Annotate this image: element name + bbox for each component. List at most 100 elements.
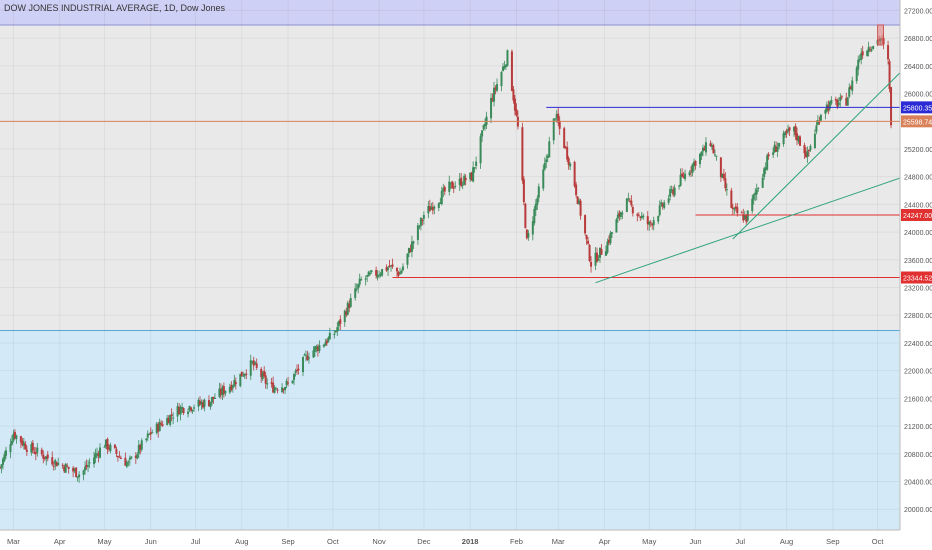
x-tick-label: Sep xyxy=(281,537,294,546)
candle-up xyxy=(766,155,769,170)
candle-down xyxy=(272,382,275,393)
candle-up xyxy=(472,167,475,182)
candle-up xyxy=(806,151,809,157)
x-tick-label: Feb xyxy=(510,537,523,546)
candle-up xyxy=(357,284,360,289)
candle-down xyxy=(840,96,843,98)
candle-up xyxy=(819,114,822,121)
candle-up xyxy=(93,457,96,465)
candle-up xyxy=(233,380,236,387)
candle-down xyxy=(849,86,852,90)
candle-down xyxy=(51,457,54,465)
x-tick-label: Nov xyxy=(372,537,386,546)
candle-up xyxy=(103,446,106,448)
candle-up xyxy=(461,184,464,186)
gridlines xyxy=(0,0,900,530)
candle-down xyxy=(282,388,285,391)
candle-up xyxy=(855,67,858,82)
candle-up xyxy=(304,354,307,356)
candle-up xyxy=(837,102,840,106)
candle-down xyxy=(452,187,455,189)
candle-up xyxy=(370,270,373,272)
candle-down xyxy=(767,154,770,157)
candle-up xyxy=(846,97,849,106)
candle-down xyxy=(736,207,739,214)
candle-up xyxy=(407,247,410,254)
candle-up xyxy=(710,145,713,147)
candle-up xyxy=(813,133,816,148)
y-tick-label: 26800.00 xyxy=(904,36,932,43)
candle-up xyxy=(291,380,294,384)
x-tick-label: May xyxy=(97,537,111,546)
candle-down xyxy=(43,456,46,459)
candle-down xyxy=(67,466,70,469)
candle-down xyxy=(557,113,560,123)
candle-up xyxy=(96,453,99,455)
candle-up xyxy=(816,120,819,125)
candle-up xyxy=(218,388,221,397)
y-tick-label: 21600.00 xyxy=(904,396,932,403)
candle-down xyxy=(97,453,100,457)
candle-down xyxy=(861,51,864,56)
candle-up xyxy=(746,210,749,221)
candle-up xyxy=(700,151,703,156)
candle-up xyxy=(12,433,15,441)
candle-up xyxy=(346,302,349,315)
candle-up xyxy=(642,215,645,218)
candle-down xyxy=(494,87,497,90)
candle-down xyxy=(260,368,263,378)
candle-down xyxy=(388,265,391,267)
candle-down xyxy=(742,214,745,221)
candle-up xyxy=(87,464,90,467)
candle-up xyxy=(401,266,404,271)
candle-down xyxy=(270,382,273,384)
time-axis[interactable]: Mar Apr May Jun Jul Aug Sep Oct Nov Dec 2018 Feb Mar… xyxy=(0,529,932,550)
candle-up xyxy=(284,386,287,391)
candle-up xyxy=(197,399,200,407)
candle-up xyxy=(825,104,828,112)
candle-down xyxy=(161,424,164,426)
candle-down xyxy=(375,269,378,276)
candle-up xyxy=(543,162,546,170)
candle-up xyxy=(400,270,403,274)
candle-down xyxy=(421,219,424,221)
candle-up xyxy=(203,399,206,407)
candle-up xyxy=(752,194,755,200)
candle-up xyxy=(857,59,860,70)
candle-up xyxy=(772,152,775,156)
candle-up xyxy=(870,49,873,51)
candle-down xyxy=(61,464,64,466)
candle-up xyxy=(725,189,728,191)
candle-up xyxy=(619,212,622,217)
price-tag-label: 23344.52 xyxy=(903,276,932,283)
y-tick-label: 26000.00 xyxy=(904,92,932,99)
candle-up xyxy=(22,442,25,446)
candle-up xyxy=(484,123,487,127)
candle-up xyxy=(757,187,760,189)
candle-up xyxy=(0,464,3,468)
candle-up xyxy=(307,357,310,359)
candle-up xyxy=(254,362,257,365)
candle-down xyxy=(124,457,127,466)
candle-up xyxy=(784,132,787,135)
candle-up xyxy=(36,447,39,453)
candle-up xyxy=(490,97,493,119)
candle-up xyxy=(293,374,296,380)
candle-down xyxy=(240,371,243,377)
candle-down xyxy=(740,212,743,214)
candle-up xyxy=(416,225,419,240)
candle-up xyxy=(773,144,776,153)
candle-up xyxy=(684,173,687,180)
candle-up xyxy=(3,454,6,461)
candle-down xyxy=(276,389,279,391)
candle-up xyxy=(693,161,696,167)
candle-up xyxy=(669,189,672,197)
candlestick-series xyxy=(0,33,893,483)
candle-up xyxy=(848,87,851,97)
candle-up xyxy=(657,216,660,222)
candle-down xyxy=(524,203,527,229)
candle-down xyxy=(590,261,593,267)
candle-down xyxy=(75,467,78,478)
candle-down xyxy=(796,133,799,141)
